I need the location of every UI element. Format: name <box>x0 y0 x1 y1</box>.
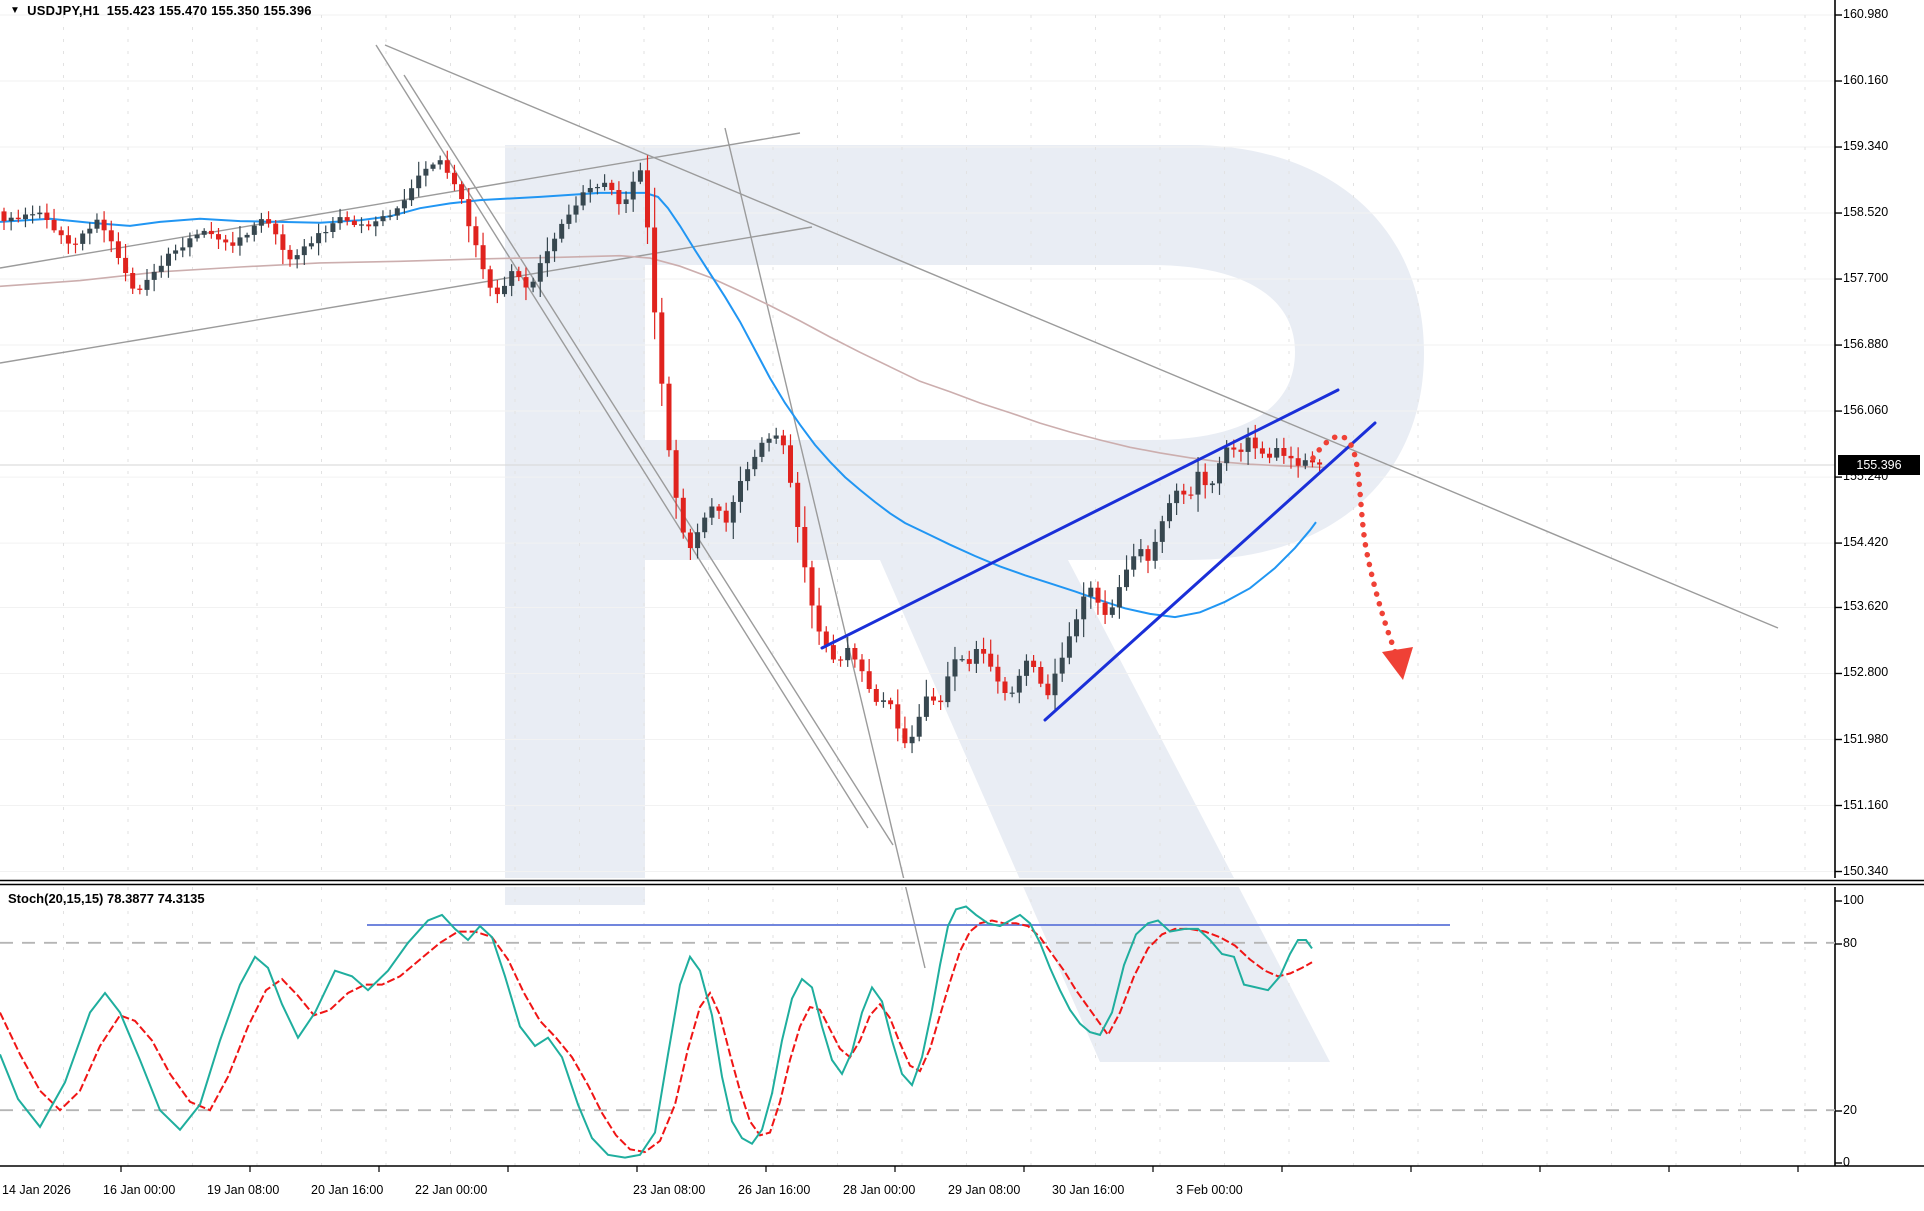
price-axis-label: 160.160 <box>1843 73 1889 87</box>
time-axis-label: 23 Jan 08:00 <box>633 1183 706 1197</box>
price-axis-label: 154.420 <box>1843 535 1889 550</box>
stoch-axis-label: 100 <box>1843 893 1864 907</box>
candlestick-series <box>1 150 1323 754</box>
price-axis-label: 159.340 <box>1843 139 1889 154</box>
stoch-signal-line <box>0 919 1313 1154</box>
time-axis-label: 29 Jan 08:00 <box>948 1183 1021 1197</box>
grid <box>0 14 1835 1166</box>
time-axis-label: 14 Jan 2026 <box>2 1183 71 1197</box>
stoch-axis-label: 20 <box>1843 1103 1857 1117</box>
trendlines[interactable] <box>0 44 1779 969</box>
price-axis-label: 152.800 <box>1843 665 1889 680</box>
time-axis-label: 26 Jan 16:00 <box>738 1183 811 1197</box>
price-axis-label: 156.060 <box>1843 403 1889 418</box>
time-axis-label: 28 Jan 00:00 <box>843 1183 916 1197</box>
current-price-badge: 155.396 <box>1838 455 1920 475</box>
price-axis-label: 151.160 <box>1843 797 1889 812</box>
forecast-arrow[interactable] <box>1310 433 1413 680</box>
price-axis-label: 153.620 <box>1843 599 1889 614</box>
chevron-down-icon: ▼ <box>10 4 21 16</box>
time-axis-label: 19 Jan 08:00 <box>207 1183 280 1197</box>
time-axis-label: 30 Jan 16:00 <box>1052 1183 1125 1197</box>
price-axis-label: 160.980 <box>1843 7 1889 21</box>
time-axis-label: 20 Jan 16:00 <box>311 1183 384 1197</box>
time-axis-label: 16 Jan 00:00 <box>103 1183 176 1197</box>
stoch-axis-label: 0 <box>1843 1155 1850 1169</box>
price-axis-label: 158.520 <box>1843 205 1889 220</box>
indicator-d-value: 74.3135 <box>157 891 205 906</box>
ma-slow-line <box>0 254 1326 469</box>
indicator-label: Stoch(20,15,15) 78.3877 74.3135 <box>8 891 205 906</box>
stoch-main-line <box>0 905 1313 1159</box>
price-axis-label: 157.700 <box>1843 271 1889 286</box>
panel-separator[interactable] <box>0 878 1924 887</box>
ohlc-values: 155.423 155.470 155.350 155.396 <box>106 3 312 18</box>
price-axis-label: 151.980 <box>1843 731 1889 746</box>
channel-lines[interactable] <box>820 388 1377 722</box>
time-axis-label: 3 Feb 00:00 <box>1176 1183 1243 1197</box>
price-axis-label: 156.880 <box>1843 337 1889 352</box>
time-axis-label: 22 Jan 00:00 <box>415 1183 488 1197</box>
indicator-name: Stoch(20,15,15) <box>8 891 104 906</box>
price-axis-label: 150.340 <box>1843 863 1889 878</box>
stoch-axis-label: 80 <box>1843 936 1857 950</box>
indicator-k-value: 78.3877 <box>107 891 154 906</box>
symbol-period-label: USDJPY,H1 <box>27 3 100 18</box>
symbol-ohlc-header: ▼ USDJPY,H1 155.423 155.470 155.350 155.… <box>10 3 312 18</box>
